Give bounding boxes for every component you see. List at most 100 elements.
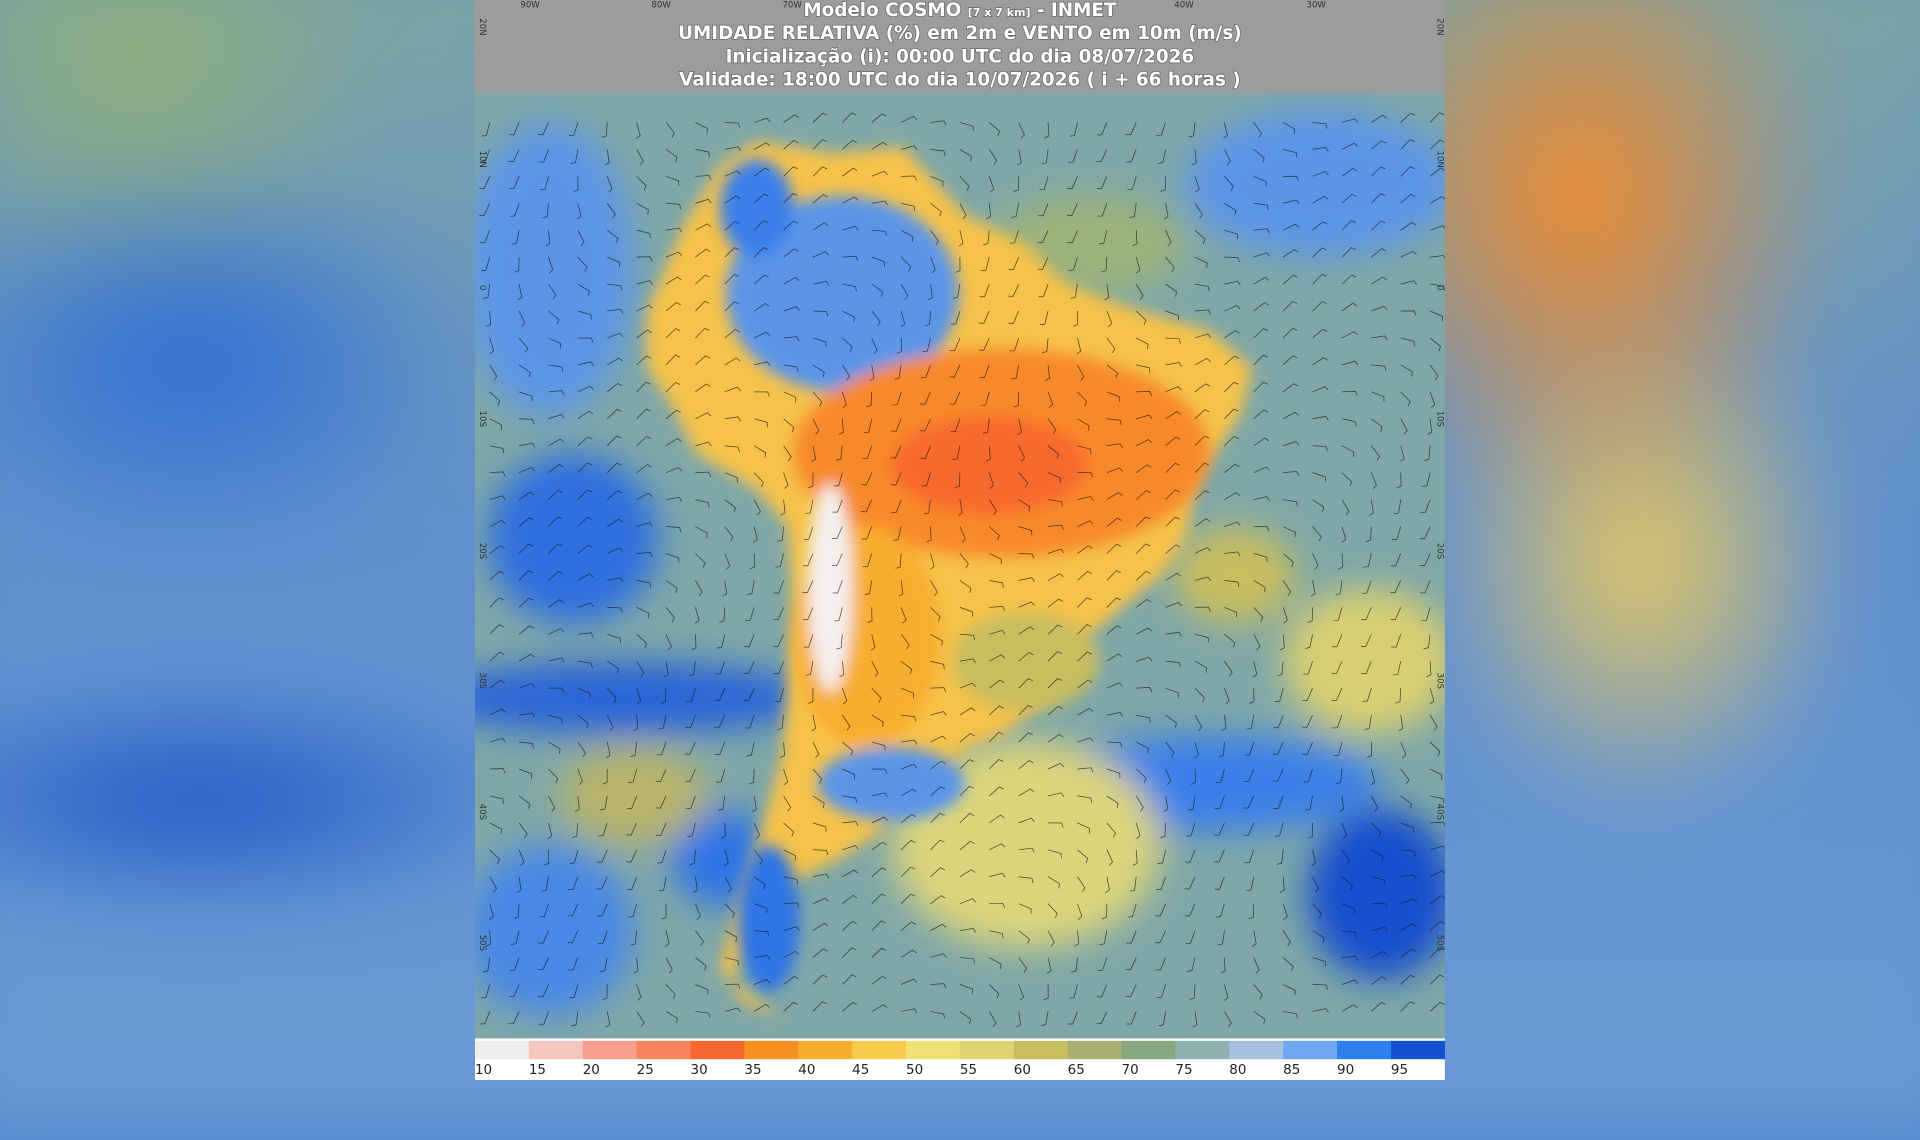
- wind-barb: [900, 763, 918, 770]
- wind-barb: [695, 383, 711, 393]
- wind-barb: [862, 553, 873, 568]
- wind-barb: [1283, 149, 1298, 158]
- wind-barb: [1282, 411, 1299, 420]
- wind-barb: [989, 679, 1005, 689]
- wind-barb: [1246, 715, 1255, 730]
- wind-barb: [1127, 176, 1137, 191]
- wind-barb: [605, 1011, 611, 1028]
- wind-barb: [982, 418, 990, 434]
- wind-barb: [1194, 357, 1211, 366]
- wind-barb: [1077, 624, 1092, 635]
- wind-barb: [1158, 149, 1166, 164]
- wind-barb: [983, 230, 990, 246]
- wind-barb: [870, 634, 876, 651]
- wind-barb: [1336, 768, 1343, 785]
- wind-barb: [1194, 256, 1208, 268]
- wind-barb: [601, 122, 608, 138]
- colorbar-label: 30: [691, 1063, 708, 1078]
- wind-barb: [1017, 418, 1022, 436]
- wind-barb: [1165, 516, 1180, 527]
- wind-barb: [1099, 930, 1108, 946]
- wind-barb: [630, 930, 637, 946]
- wind-barb: [665, 634, 672, 651]
- wind-barb: [988, 149, 998, 165]
- wind-barb: [1047, 705, 1063, 716]
- wind-barb: [1194, 660, 1208, 673]
- wind-barb: [1339, 795, 1344, 812]
- wind-barb: [489, 708, 506, 716]
- wind-barb: [1341, 955, 1358, 961]
- source: - INMET: [1037, 0, 1117, 21]
- wind-barb: [1303, 661, 1313, 675]
- wind-barb: [985, 445, 991, 462]
- wind-barb: [577, 337, 594, 343]
- wind-barb: [577, 410, 594, 420]
- wind-barb: [930, 735, 947, 743]
- wind-barb: [1223, 984, 1229, 1001]
- wind-barb: [894, 364, 902, 380]
- wind-barb: [1077, 767, 1094, 773]
- wind-barb: [980, 391, 990, 406]
- wind-barb: [1341, 390, 1358, 396]
- wind-barb: [1429, 139, 1445, 150]
- wind-barb: [660, 688, 667, 704]
- wind-barb: [1224, 408, 1239, 420]
- wind-barb: [573, 176, 579, 192]
- wind-barb: [1429, 112, 1445, 123]
- wind-barb: [539, 1011, 549, 1025]
- wind-barb: [1272, 741, 1284, 755]
- wind-barb: [636, 280, 653, 285]
- wind-barb: [508, 176, 520, 190]
- wind-barb: [548, 657, 565, 663]
- wind-barb: [959, 658, 977, 664]
- wind-barb: [1224, 330, 1240, 339]
- wind-barb: [1018, 903, 1032, 914]
- wind-barb: [1156, 876, 1166, 890]
- wind-barb: [1194, 606, 1211, 612]
- wind-barb: [1047, 624, 1063, 635]
- wind-barb: [715, 661, 726, 675]
- wind-barb: [596, 876, 608, 890]
- wind-barb: [803, 634, 814, 648]
- wind-barb: [1136, 464, 1152, 473]
- wind-barb: [959, 633, 976, 641]
- wind-barb: [1038, 203, 1049, 217]
- wind-barb: [1341, 274, 1357, 285]
- wind-barb: [892, 391, 902, 406]
- wind-barb: [1224, 305, 1241, 312]
- wind-barb: [753, 472, 764, 488]
- wind-barb: [1283, 471, 1300, 477]
- wind-barb: [724, 957, 739, 966]
- wind-barb: [607, 382, 623, 393]
- wind-barb: [1186, 822, 1196, 837]
- wind-barb: [1194, 229, 1206, 244]
- wind-barb: [1253, 149, 1265, 163]
- wind-barb: [777, 715, 784, 731]
- wind-barb: [1253, 1011, 1266, 1025]
- wind-barb: [834, 607, 843, 622]
- wind-barb: [1224, 280, 1241, 286]
- wind-barb: [1341, 822, 1348, 840]
- wind-barb: [598, 822, 608, 837]
- wind-barb: [1253, 634, 1261, 651]
- wind-barb: [783, 975, 799, 985]
- wind-barb: [1165, 386, 1182, 393]
- wind-barb: [900, 840, 916, 851]
- wind-barb: [842, 714, 851, 731]
- wind-barb: [1279, 634, 1285, 651]
- wind-barb: [1047, 598, 1064, 608]
- wind-barb: [1224, 463, 1240, 473]
- colorbar-swatch: [1229, 1040, 1284, 1060]
- wind-barb: [959, 580, 972, 593]
- wind-barb: [1429, 974, 1445, 985]
- wind-barb: [1077, 445, 1092, 455]
- latitude-label: 0: [477, 285, 487, 290]
- wind-barb: [959, 812, 975, 824]
- colorbar-swatch: [1067, 1040, 1123, 1060]
- wind-barb: [989, 553, 1002, 565]
- wind-barb: [833, 472, 843, 487]
- wind-barb: [1163, 203, 1169, 220]
- wind-barb: [1283, 499, 1298, 507]
- wind-barb: [1312, 386, 1329, 393]
- colorbar-swatch: [1121, 1040, 1177, 1060]
